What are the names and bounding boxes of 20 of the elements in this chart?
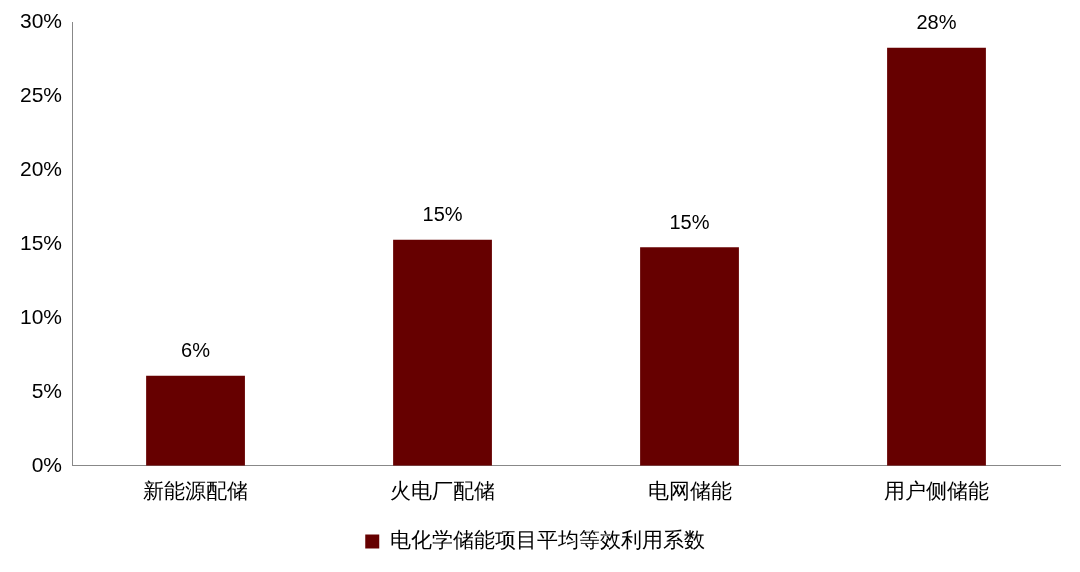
bar — [393, 239, 492, 466]
y-tick-label: 10% — [20, 304, 63, 328]
bar — [887, 47, 986, 466]
x-tick-label: 新能源配储 — [143, 479, 249, 503]
x-tick-label: 用户侧储能 — [884, 479, 989, 503]
y-tick-label: 5% — [31, 378, 63, 402]
bar — [640, 247, 739, 466]
legend-label: 电化学储能项目平均等效利用系数 — [389, 528, 705, 552]
data-label: 6% — [181, 339, 211, 362]
x-tick-label: 火电厂配储 — [390, 479, 496, 503]
data-label: 28% — [916, 11, 957, 34]
x-tick-label: 电网储能 — [647, 479, 732, 503]
data-label: 15% — [669, 210, 710, 233]
y-tick-label: 20% — [20, 157, 63, 181]
y-tick-label: 25% — [20, 83, 63, 107]
y-tick-label: 0% — [31, 452, 63, 476]
bar — [146, 375, 245, 466]
y-tick-label: 15% — [20, 231, 63, 254]
data-label: 15% — [422, 203, 463, 226]
y-tick-label: 30% — [20, 9, 63, 33]
